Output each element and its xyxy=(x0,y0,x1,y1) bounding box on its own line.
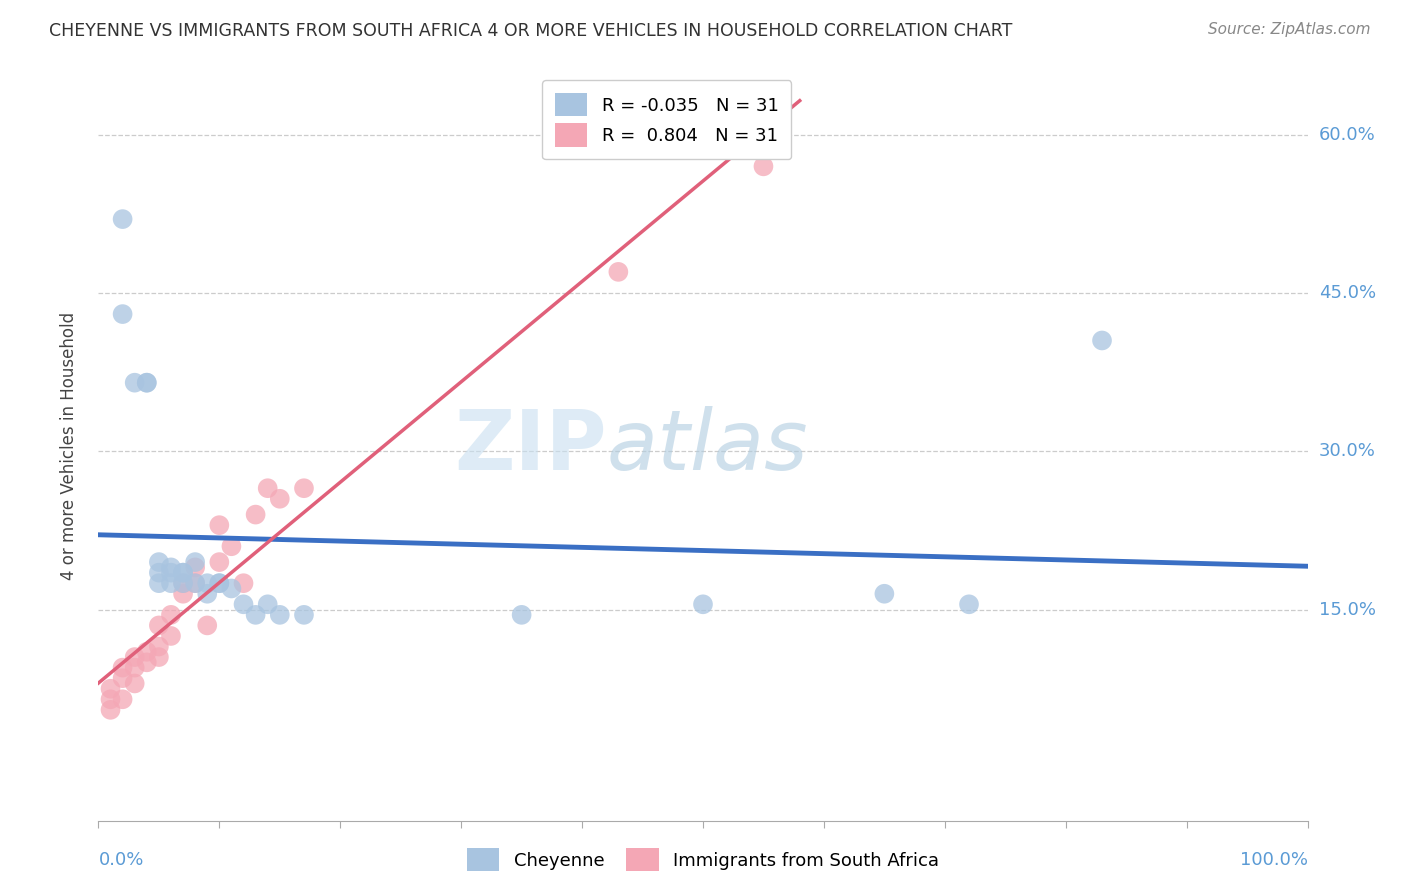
Point xyxy=(160,560,183,574)
Point xyxy=(135,645,157,659)
Legend: Cheyenne, Immigrants from South Africa: Cheyenne, Immigrants from South Africa xyxy=(460,841,946,879)
Text: 30.0%: 30.0% xyxy=(1319,442,1375,460)
Point xyxy=(184,555,207,569)
Point xyxy=(195,576,218,591)
Point xyxy=(172,576,194,591)
Point xyxy=(232,597,254,611)
Point xyxy=(221,582,243,596)
Text: 60.0%: 60.0% xyxy=(1319,126,1375,144)
Point xyxy=(607,265,630,279)
Point xyxy=(135,376,157,390)
Point xyxy=(292,481,315,495)
Point xyxy=(221,539,243,553)
Point xyxy=(256,597,278,611)
Point xyxy=(184,576,207,591)
Point xyxy=(124,650,146,665)
Point xyxy=(100,681,122,696)
Point xyxy=(232,576,254,591)
Text: CHEYENNE VS IMMIGRANTS FROM SOUTH AFRICA 4 OR MORE VEHICLES IN HOUSEHOLD CORRELA: CHEYENNE VS IMMIGRANTS FROM SOUTH AFRICA… xyxy=(49,22,1012,40)
Point xyxy=(172,576,194,591)
Point xyxy=(124,376,146,390)
Point xyxy=(124,660,146,674)
Point xyxy=(1091,334,1114,348)
Point xyxy=(957,597,980,611)
Point xyxy=(148,555,170,569)
Point xyxy=(111,671,134,685)
Point xyxy=(148,618,170,632)
Legend: R = -0.035   N = 31, R =  0.804   N = 31: R = -0.035 N = 31, R = 0.804 N = 31 xyxy=(543,80,792,160)
Point xyxy=(269,607,291,622)
Text: 45.0%: 45.0% xyxy=(1319,284,1376,302)
Point xyxy=(292,607,315,622)
Point xyxy=(172,566,194,580)
Point xyxy=(160,566,183,580)
Point xyxy=(111,212,134,227)
Point xyxy=(184,576,207,591)
Text: 0.0%: 0.0% xyxy=(98,851,143,869)
Point xyxy=(111,692,134,706)
Point xyxy=(100,692,122,706)
Text: ZIP: ZIP xyxy=(454,406,606,486)
Point xyxy=(510,607,533,622)
Text: Source: ZipAtlas.com: Source: ZipAtlas.com xyxy=(1208,22,1371,37)
Point xyxy=(184,560,207,574)
Point xyxy=(245,607,267,622)
Point xyxy=(208,518,231,533)
Point xyxy=(148,566,170,580)
Point xyxy=(148,640,170,654)
Point xyxy=(111,307,134,321)
Point xyxy=(195,587,218,601)
Text: 100.0%: 100.0% xyxy=(1240,851,1308,869)
Point xyxy=(135,656,157,670)
Point xyxy=(135,376,157,390)
Point xyxy=(111,660,134,674)
Text: atlas: atlas xyxy=(606,406,808,486)
Point xyxy=(692,597,714,611)
Text: 15.0%: 15.0% xyxy=(1319,600,1375,618)
Point xyxy=(269,491,291,506)
Point xyxy=(100,703,122,717)
Point xyxy=(208,555,231,569)
Point xyxy=(160,629,183,643)
Point xyxy=(148,576,170,591)
Point xyxy=(752,159,775,173)
Point xyxy=(160,576,183,591)
Point xyxy=(172,587,194,601)
Point xyxy=(160,607,183,622)
Point xyxy=(148,650,170,665)
Point xyxy=(256,481,278,495)
Y-axis label: 4 or more Vehicles in Household: 4 or more Vehicles in Household xyxy=(59,312,77,580)
Point xyxy=(208,576,231,591)
Point xyxy=(873,587,896,601)
Point xyxy=(245,508,267,522)
Point xyxy=(124,676,146,690)
Point xyxy=(172,566,194,580)
Point xyxy=(208,576,231,591)
Point xyxy=(195,618,218,632)
